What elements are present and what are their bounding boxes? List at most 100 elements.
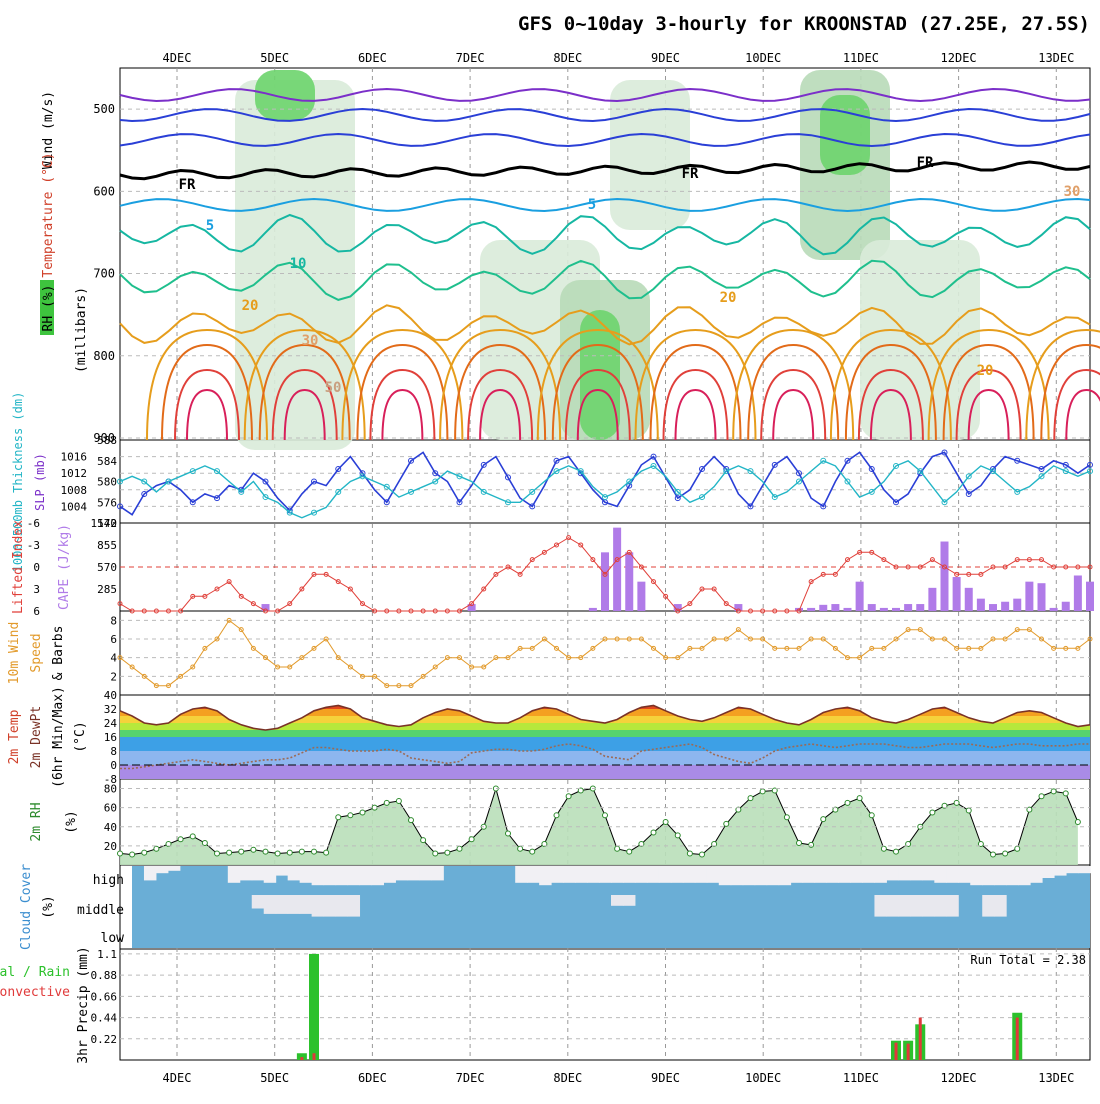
wind-speed-point <box>323 636 329 642</box>
date-tick-bottom: 6DEC <box>358 1071 387 1085</box>
cloud-level-label: middle <box>77 903 124 918</box>
series-point <box>1014 457 1021 464</box>
wind-speed-point <box>820 636 826 642</box>
cape-bar <box>261 604 270 611</box>
wind-speed-point <box>335 655 341 661</box>
lifted-index-point <box>1075 564 1081 570</box>
wind-axis-label: 10m Wind <box>7 622 22 685</box>
thickness-point <box>359 473 366 480</box>
cloud-middle-cell <box>311 895 325 917</box>
rh-tick: 20 <box>104 840 117 853</box>
wind-speed-point <box>420 673 426 679</box>
rh-point <box>505 830 511 837</box>
series-point <box>965 490 972 497</box>
lifted-index-point <box>311 571 317 577</box>
lifted-index-point <box>250 601 256 607</box>
lifted-index-point <box>687 601 693 607</box>
rh-point <box>165 840 172 847</box>
lifted-index-point <box>942 564 947 570</box>
thickness-tick: 580 <box>97 476 117 489</box>
cloud-high-cell <box>1006 866 1019 886</box>
cloud-middle-cell <box>922 895 935 917</box>
thickness-point <box>990 468 996 475</box>
lifted-index-point <box>917 564 923 570</box>
temp-band <box>120 723 1090 730</box>
cape-bar <box>928 587 937 611</box>
rh-point <box>262 848 269 855</box>
precip-axis-label: 3hr Precip (mm) <box>76 946 91 1063</box>
wind-speed-point <box>469 664 475 670</box>
cloud-high-cell <box>551 866 564 883</box>
isotherm-lobe <box>271 368 338 441</box>
cape-tick: 1140 <box>91 517 118 530</box>
rh-legend-swatch <box>40 280 54 335</box>
wind-speed-point <box>602 636 608 642</box>
rh-point <box>335 814 342 821</box>
date-tick-top: 8DEC <box>553 51 582 65</box>
rh-point <box>117 850 123 857</box>
wind-speed-point <box>505 655 511 661</box>
cape-bar <box>867 604 876 611</box>
cape-bar <box>1025 581 1034 611</box>
wind-speed-point <box>541 636 547 642</box>
wind-speed-point <box>687 645 693 651</box>
isotherm-label: 20 <box>720 290 737 306</box>
lifted-index-point <box>796 608 802 614</box>
isotherm-lobe <box>772 388 815 441</box>
cape-bar <box>892 607 900 611</box>
cloud-high-cell <box>742 866 756 886</box>
cape-bar <box>1086 581 1094 611</box>
series-point <box>941 449 948 456</box>
wind-tick: 8 <box>110 614 117 627</box>
wind-speed-point <box>663 655 669 661</box>
isotherm-line <box>119 132 1091 148</box>
rh-point <box>929 809 936 816</box>
cape-bar <box>637 581 646 611</box>
lifted-index-point <box>566 535 572 541</box>
cape-bar <box>843 607 852 611</box>
wind-speed-point <box>735 627 741 633</box>
cloud-high-cell <box>1018 866 1031 886</box>
cape-bar <box>588 607 597 611</box>
rh-point <box>662 819 669 825</box>
cape-bar <box>467 604 476 611</box>
wind-legend-label: Wind (m/s) <box>41 91 56 169</box>
wind-speed-point <box>917 627 923 633</box>
rh-point <box>1074 819 1081 825</box>
temp-band <box>120 730 1090 737</box>
series-point <box>650 453 657 460</box>
isotherm-lobe <box>467 368 534 441</box>
cloud-high-cell <box>910 866 923 881</box>
temp-band <box>120 709 1090 716</box>
lifted-index-point <box>857 549 863 555</box>
pressure-axis-label: (millibars) <box>74 287 89 373</box>
isotherm-lobe <box>576 388 619 441</box>
rh-region <box>255 70 315 120</box>
cloud-high-cell <box>143 866 157 881</box>
thickness-point <box>674 488 681 495</box>
temp-tick: 16 <box>104 731 117 744</box>
rh-point <box>541 840 548 847</box>
thickness-point <box>432 478 439 485</box>
series-point <box>796 470 802 477</box>
thickness-tick: 584 <box>97 455 117 468</box>
cloud-high-cell <box>563 866 576 883</box>
thickness-point <box>335 488 342 495</box>
rh-point <box>674 832 681 839</box>
lifted-index-point <box>1039 557 1044 563</box>
wind-speed-point <box>311 645 317 651</box>
cape-bar <box>964 587 973 611</box>
temp-tick: -8 <box>104 773 117 786</box>
isotherm-lobe <box>967 388 1010 441</box>
thickness-point <box>941 499 948 506</box>
thickness-point <box>723 468 730 475</box>
rh-point <box>1062 790 1069 797</box>
cloud-axis-label: Cloud Cover <box>19 864 34 950</box>
isotherm-lobe <box>186 388 228 441</box>
wind-speed-point <box>1014 627 1020 633</box>
wind-speed-point <box>1063 645 1069 651</box>
wind-speed-point <box>1039 636 1044 642</box>
wind-speed-point <box>832 645 838 651</box>
isotherm-line <box>119 197 1091 213</box>
li-tick: 0 <box>33 561 40 574</box>
